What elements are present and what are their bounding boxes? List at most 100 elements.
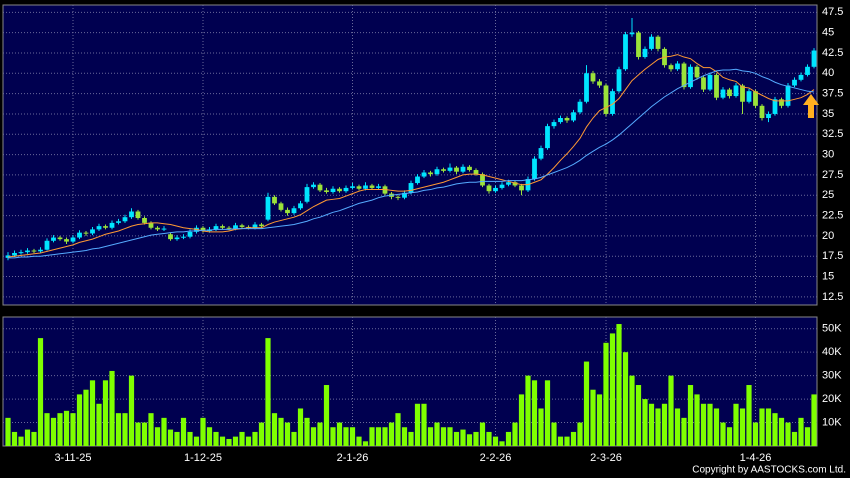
volume-bar bbox=[343, 427, 349, 446]
copyright: Copyright by AASTOCKS.com Ltd. bbox=[692, 465, 846, 476]
volume-bar bbox=[83, 389, 89, 446]
candle-body bbox=[272, 196, 277, 204]
candle-body bbox=[668, 65, 674, 70]
volume-bar bbox=[414, 403, 421, 446]
volume-bar bbox=[89, 380, 96, 446]
volume-bar bbox=[239, 431, 245, 446]
volume-bar bbox=[499, 441, 505, 446]
volume-bar bbox=[278, 417, 284, 446]
volume-bar bbox=[323, 385, 330, 446]
volume-bar bbox=[148, 413, 154, 446]
candle-body bbox=[363, 185, 368, 189]
volume-bar bbox=[11, 431, 18, 446]
volume-bar bbox=[252, 431, 258, 446]
volume-bar bbox=[642, 399, 648, 446]
volume-bar bbox=[538, 408, 544, 446]
candle-body bbox=[395, 196, 401, 198]
volume-bar bbox=[590, 389, 596, 446]
volume-bar bbox=[388, 422, 395, 446]
volume-bar bbox=[291, 431, 297, 446]
volume-bar bbox=[37, 338, 44, 446]
candle-body bbox=[532, 158, 537, 179]
arrow-icon bbox=[803, 94, 819, 118]
volume-bar bbox=[525, 375, 531, 446]
volume-bar bbox=[603, 342, 609, 446]
volume-bar bbox=[258, 422, 265, 446]
volume-bar bbox=[18, 436, 24, 446]
volume-bar bbox=[759, 408, 765, 446]
candle-body bbox=[577, 101, 583, 113]
candle-body bbox=[792, 79, 797, 86]
volume-bar bbox=[44, 413, 50, 446]
volume-bar bbox=[180, 417, 187, 446]
y-tick-label: 25 bbox=[822, 189, 834, 201]
candle-body bbox=[298, 203, 303, 209]
candle-body bbox=[259, 224, 264, 227]
candle-body bbox=[369, 185, 375, 188]
volume-bar bbox=[453, 431, 460, 446]
candle-body bbox=[772, 99, 778, 114]
candle-body bbox=[746, 91, 752, 102]
candle-body bbox=[174, 237, 180, 240]
candle-body bbox=[454, 167, 459, 172]
y-tick-label: 40K bbox=[822, 346, 842, 358]
volume-bar bbox=[791, 431, 798, 446]
y-tick-label: 15 bbox=[822, 270, 834, 282]
candle-body bbox=[558, 118, 563, 123]
candle-body bbox=[168, 234, 173, 240]
volume-bar bbox=[694, 394, 700, 446]
candle-body bbox=[701, 77, 706, 90]
candle-body bbox=[220, 226, 225, 228]
volume-bar bbox=[297, 408, 304, 446]
volume-bar bbox=[681, 417, 687, 446]
candle-body bbox=[486, 185, 492, 192]
candle-body bbox=[376, 186, 381, 188]
volume-bar bbox=[616, 324, 622, 446]
volume-bar bbox=[63, 410, 70, 446]
candle-body bbox=[681, 63, 687, 88]
volume-bar bbox=[161, 417, 167, 446]
volume-bar bbox=[31, 431, 37, 446]
candle-body bbox=[77, 232, 82, 238]
candle-body bbox=[200, 227, 206, 232]
candle-body bbox=[181, 236, 186, 238]
candle-body bbox=[434, 169, 440, 175]
candle-body bbox=[51, 237, 56, 241]
volume-bar bbox=[245, 436, 252, 446]
volume-bar bbox=[655, 408, 661, 446]
volume-bar bbox=[167, 429, 174, 446]
volume-bar bbox=[661, 403, 668, 446]
volume-bar bbox=[154, 427, 161, 446]
volume-bar bbox=[24, 429, 31, 446]
candle-body bbox=[70, 237, 76, 242]
volume-bar bbox=[752, 422, 759, 446]
candle-body bbox=[512, 182, 518, 186]
candle-body bbox=[564, 118, 570, 121]
candle-body bbox=[551, 122, 557, 127]
y-tick-label: 30 bbox=[822, 148, 834, 160]
candle-body bbox=[330, 188, 336, 192]
chart-layer: 12.5 15 17.5 20 22.5 25 27.5 30 32.5 35 37.5 40 42.5… bbox=[3, 5, 843, 464]
volume-bar bbox=[700, 403, 707, 446]
candle-body bbox=[811, 50, 817, 67]
y-tick-label: 12.5 bbox=[822, 291, 843, 303]
candle-body bbox=[402, 192, 407, 198]
x-tick-label: 2-1-26 bbox=[337, 452, 369, 464]
candle-body bbox=[415, 176, 420, 184]
candle-body bbox=[649, 36, 654, 49]
candle-body bbox=[135, 211, 141, 219]
candle-body bbox=[252, 224, 258, 228]
volume-bar bbox=[512, 422, 518, 446]
candle-body bbox=[707, 74, 713, 90]
volume-bar bbox=[577, 422, 583, 446]
volume-bar bbox=[271, 413, 278, 446]
x-tick-label: 1-12-25 bbox=[184, 452, 222, 464]
volume-bar bbox=[70, 413, 76, 446]
volume-bar bbox=[421, 403, 427, 446]
volume-bar bbox=[109, 370, 115, 446]
y-tick-label: 27.5 bbox=[822, 169, 843, 181]
volume-bar bbox=[460, 429, 466, 446]
volume-bar bbox=[219, 436, 226, 446]
candle-body bbox=[122, 217, 128, 222]
